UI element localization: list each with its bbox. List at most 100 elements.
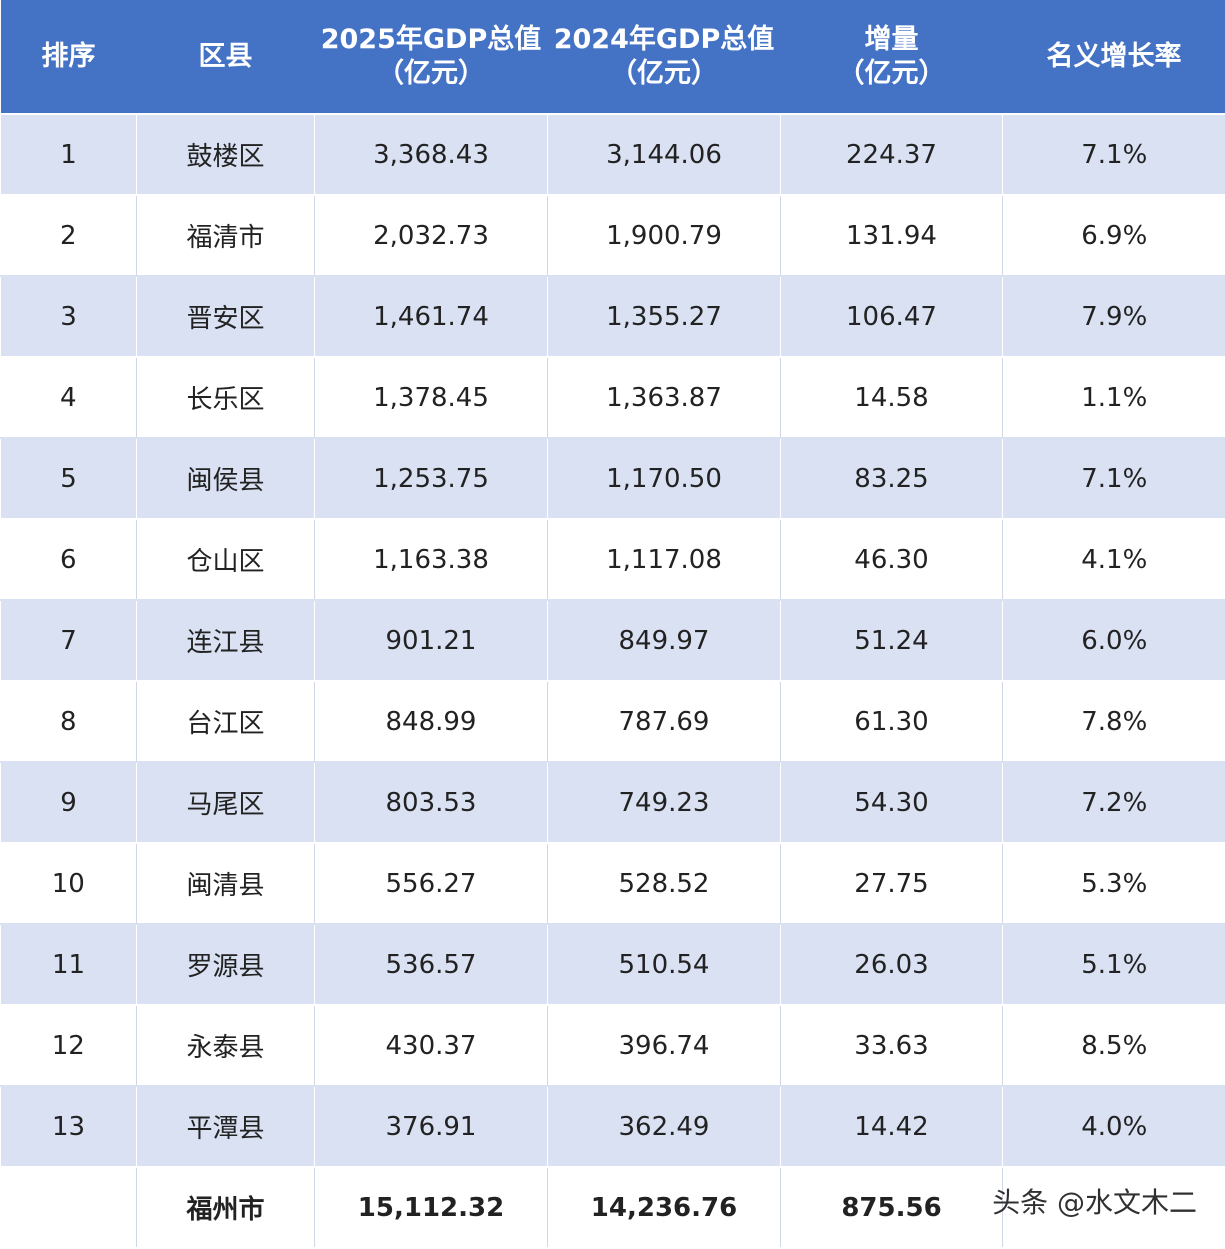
header-rank: 排序 [0,0,137,115]
cell-gdp-2025: 1,461.74 [314,276,548,358]
table-row: 2 福清市 2,032.73 1,900.79 131.94 6.9% [0,195,1225,277]
table-row: 9 马尾区 803.53 749.23 54.30 7.2% [0,762,1225,844]
cell-gdp-2024: 3,144.06 [547,114,781,196]
table-row: 3 晋安区 1,461.74 1,355.27 106.47 7.9% [0,276,1225,358]
cell-district: 台江区 [136,681,315,763]
cell-district: 永泰县 [136,1005,315,1087]
cell-district: 连江县 [136,600,315,682]
cell-growth-rate: 4.1% [1002,519,1225,601]
cell-gdp-2025: 803.53 [314,762,548,844]
cell-gdp-2025: 430.37 [314,1005,548,1087]
cell-growth-rate: 6.0% [1002,600,1225,682]
total-growth-rate [1002,1167,1225,1247]
cell-growth-rate: 7.8% [1002,681,1225,763]
cell-increment: 14.58 [780,357,1003,439]
cell-increment: 106.47 [780,276,1003,358]
cell-gdp-2024: 849.97 [547,600,781,682]
cell-gdp-2025: 376.91 [314,1086,548,1168]
cell-gdp-2024: 1,170.50 [547,438,781,520]
cell-growth-rate: 7.9% [1002,276,1225,358]
cell-district: 闽清县 [136,843,315,925]
total-row: 福州市 15,112.32 14,236.76 875.56 [0,1167,1225,1247]
cell-rank: 7 [0,600,137,682]
cell-growth-rate: 1.1% [1002,357,1225,439]
table-body: 1 鼓楼区 3,368.43 3,144.06 224.37 7.1% 2 福清… [0,114,1225,1247]
cell-growth-rate: 6.9% [1002,195,1225,277]
total-gdp-2024: 14,236.76 [547,1167,781,1247]
cell-gdp-2024: 787.69 [547,681,781,763]
cell-gdp-2024: 1,363.87 [547,357,781,439]
cell-gdp-2024: 510.54 [547,924,781,1006]
header-gdp-2024: 2024年GDP总值 （亿元） [547,0,781,115]
header-row: 排序 区县 2025年GDP总值 （亿元） 2024年GDP总值 （亿元） 增量 （亿… [0,0,1225,115]
cell-rank: 11 [0,924,137,1006]
cell-gdp-2025: 1,163.38 [314,519,548,601]
cell-growth-rate: 5.3% [1002,843,1225,925]
cell-increment: 51.24 [780,600,1003,682]
header-increment: 增量 （亿元） [780,0,1003,115]
cell-district: 福清市 [136,195,315,277]
total-city: 福州市 [136,1167,315,1247]
cell-rank: 2 [0,195,137,277]
header-district: 区县 [136,0,315,115]
cell-district: 平潭县 [136,1086,315,1168]
cell-increment: 61.30 [780,681,1003,763]
cell-increment: 33.63 [780,1005,1003,1087]
cell-increment: 131.94 [780,195,1003,277]
table-row: 6 仓山区 1,163.38 1,117.08 46.30 4.1% [0,519,1225,601]
header-gdp-2025: 2025年GDP总值 （亿元） [314,0,548,115]
cell-increment: 83.25 [780,438,1003,520]
cell-gdp-2025: 848.99 [314,681,548,763]
cell-growth-rate: 7.1% [1002,438,1225,520]
cell-gdp-2024: 1,355.27 [547,276,781,358]
cell-gdp-2025: 901.21 [314,600,548,682]
table-row: 4 长乐区 1,378.45 1,363.87 14.58 1.1% [0,357,1225,439]
table-row: 1 鼓楼区 3,368.43 3,144.06 224.37 7.1% [0,114,1225,196]
cell-rank: 6 [0,519,137,601]
cell-gdp-2024: 1,117.08 [547,519,781,601]
cell-gdp-2025: 1,253.75 [314,438,548,520]
cell-gdp-2025: 1,378.45 [314,357,548,439]
cell-rank: 1 [0,114,137,196]
cell-growth-rate: 8.5% [1002,1005,1225,1087]
table-header: 排序 区县 2025年GDP总值 （亿元） 2024年GDP总值 （亿元） 增量 （亿… [0,0,1225,115]
cell-increment: 14.42 [780,1086,1003,1168]
watermark: 头条 @水文木二 [992,1186,1197,1219]
cell-rank: 12 [0,1005,137,1087]
cell-increment: 54.30 [780,762,1003,844]
cell-rank: 13 [0,1086,137,1168]
cell-growth-rate: 7.2% [1002,762,1225,844]
cell-rank: 8 [0,681,137,763]
total-gdp-2025: 15,112.32 [314,1167,548,1247]
cell-gdp-2024: 1,900.79 [547,195,781,277]
cell-district: 晋安区 [136,276,315,358]
cell-district: 闽侯县 [136,438,315,520]
cell-increment: 224.37 [780,114,1003,196]
cell-district: 长乐区 [136,357,315,439]
cell-gdp-2024: 396.74 [547,1005,781,1087]
cell-district: 仓山区 [136,519,315,601]
cell-rank: 3 [0,276,137,358]
cell-gdp-2024: 362.49 [547,1086,781,1168]
cell-district: 马尾区 [136,762,315,844]
cell-gdp-2025: 556.27 [314,843,548,925]
cell-increment: 46.30 [780,519,1003,601]
cell-rank: 5 [0,438,137,520]
table-row: 10 闽清县 556.27 528.52 27.75 5.3% [0,843,1225,925]
total-rank [0,1167,137,1247]
cell-rank: 10 [0,843,137,925]
cell-growth-rate: 5.1% [1002,924,1225,1006]
table-row: 8 台江区 848.99 787.69 61.30 7.8% [0,681,1225,763]
table-row: 5 闽侯县 1,253.75 1,170.50 83.25 7.1% [0,438,1225,520]
cell-rank: 4 [0,357,137,439]
cell-district: 罗源县 [136,924,315,1006]
table-row: 7 连江县 901.21 849.97 51.24 6.0% [0,600,1225,682]
table-row: 11 罗源县 536.57 510.54 26.03 5.1% [0,924,1225,1006]
cell-gdp-2024: 528.52 [547,843,781,925]
table-row: 12 永泰县 430.37 396.74 33.63 8.5% [0,1005,1225,1087]
table-row: 13 平潭县 376.91 362.49 14.42 4.0% [0,1086,1225,1168]
cell-increment: 27.75 [780,843,1003,925]
total-increment: 875.56 [780,1167,1003,1247]
header-growth-rate: 名义增长率 [1002,0,1225,115]
